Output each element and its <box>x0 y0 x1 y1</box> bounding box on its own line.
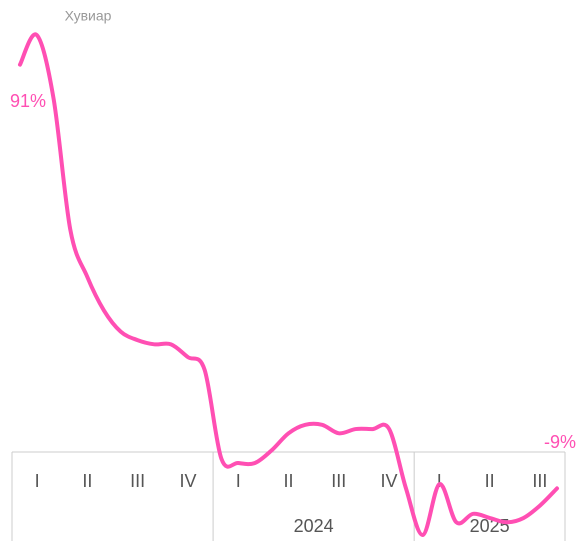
x-tick-label: III <box>532 471 547 491</box>
x-tick-label: III <box>130 471 145 491</box>
x-tick-label: II <box>82 471 92 491</box>
data-label: 91% <box>10 91 46 111</box>
x-tick-label: III <box>331 471 346 491</box>
x-tick-label: IV <box>179 471 196 491</box>
chart-title: Хувиар <box>65 8 112 24</box>
line <box>18 32 559 537</box>
x-tick-label: I <box>437 471 442 491</box>
data-label: -9% <box>544 432 576 452</box>
x-tick-label: I <box>236 471 241 491</box>
x-tick-label: IV <box>381 471 398 491</box>
x-tick-label: I <box>35 471 40 491</box>
x-group-label: 2024 <box>294 516 334 536</box>
x-tick-label: II <box>485 471 495 491</box>
x-tick-label: II <box>283 471 293 491</box>
